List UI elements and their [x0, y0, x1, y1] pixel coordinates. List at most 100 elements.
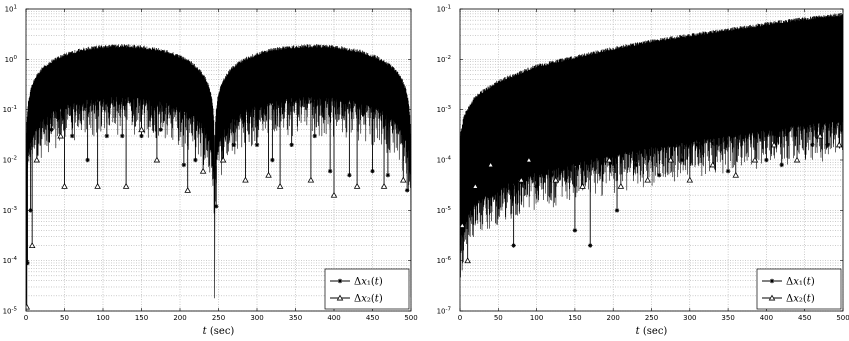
- series-2-marker: [122, 182, 130, 189]
- series-2-marker: [28, 242, 36, 248]
- y-tick-label: 10-4: [437, 156, 452, 165]
- series-1-marker: [461, 142, 467, 148]
- series-2-marker: [793, 156, 801, 163]
- series-2-marker: [138, 126, 145, 133]
- series-2-marker: [460, 222, 466, 228]
- x-tick-label: 450: [798, 314, 811, 322]
- series-1-marker: [70, 133, 75, 139]
- y-tick-label: 10-3: [3, 206, 18, 215]
- series-1-marker: [181, 162, 187, 168]
- series-1-marker: [120, 133, 125, 139]
- series-1-marker: [679, 157, 685, 163]
- legend-box: [324, 268, 410, 310]
- series-2-marker: [518, 176, 525, 183]
- series-2-marker: [472, 182, 479, 189]
- series-2-marker: [686, 176, 694, 183]
- series-1-marker: [614, 208, 620, 213]
- series-1-marker: [469, 184, 474, 189]
- series-1-marker: [549, 172, 555, 178]
- series-2-marker: [276, 182, 284, 189]
- y-tick-label: 10-2: [3, 156, 17, 165]
- series-1-marker: [404, 188, 410, 193]
- legend-marker-triangle: [768, 294, 776, 301]
- x-tick-label: 200: [173, 314, 186, 322]
- series-1-marker: [312, 133, 317, 139]
- series-2-marker: [644, 176, 651, 183]
- series-2-marker: [579, 182, 586, 189]
- series-1-marker: [825, 142, 830, 148]
- series-1-marker: [254, 142, 260, 148]
- right-chart: 0 50 100 150 200 250 300 350 400 450 500 10-7 10-6 10…: [437, 5, 849, 338]
- series-2-marker: [667, 156, 674, 163]
- series-1-marker: [656, 172, 662, 178]
- series-2-marker: [617, 182, 625, 189]
- y-tick-label: 10-3: [437, 105, 452, 114]
- series-1-marker: [49, 127, 54, 132]
- series-2-marker: [94, 182, 101, 189]
- series-1-marker: [26, 260, 30, 266]
- legend-marker-star: [769, 278, 775, 284]
- series-2-marker: [487, 161, 494, 168]
- series-1-marker: [158, 127, 163, 132]
- legend-marker-star: [337, 278, 343, 284]
- series-1-marker: [499, 157, 505, 163]
- x-tick-label: 350: [289, 314, 302, 322]
- legend-marker-triangle: [336, 294, 344, 301]
- series-1-marker: [85, 157, 90, 163]
- series-1-marker: [139, 133, 144, 139]
- series-2-marker: [606, 156, 613, 163]
- series-1-marker: [511, 243, 516, 248]
- series-2-marker: [199, 167, 207, 174]
- series-1-marker: [213, 204, 219, 209]
- x-tick-label: 500: [836, 314, 849, 322]
- series-2: [460, 124, 843, 264]
- series-1-marker: [231, 142, 237, 148]
- series-1-marker: [370, 168, 375, 174]
- series-1-marker: [480, 168, 486, 174]
- y-tick-label: 10-4: [3, 256, 18, 265]
- series-1-marker: [347, 172, 352, 178]
- legend: Δx₁(t) Δx₂(t): [756, 268, 842, 310]
- y-tick-label: 101: [5, 5, 17, 14]
- series-2-marker: [380, 182, 388, 189]
- x-tick-label: 0: [24, 314, 28, 322]
- x-tick-label: 250: [212, 314, 225, 322]
- series-2-marker: [242, 176, 249, 183]
- y-tick-label: 10-1: [3, 105, 17, 114]
- series-1: [461, 126, 830, 248]
- series-2-marker: [552, 176, 560, 183]
- series-1-marker: [104, 133, 110, 139]
- series-2-marker: [330, 191, 338, 198]
- series-2-marker: [26, 303, 31, 310]
- series-1-marker: [725, 168, 731, 174]
- x-tick-label: 150: [568, 314, 581, 322]
- y-tick-label: 10-7: [437, 307, 452, 316]
- legend-entry-2: Δx₂(t): [354, 294, 383, 305]
- x-tick-label: 300: [250, 314, 263, 322]
- series-layer: [460, 12, 843, 278]
- legend: Δx₁(t) Δx₂(t): [324, 268, 410, 310]
- series-layer: [26, 44, 411, 310]
- legend-entry-2: Δx₂(t): [786, 294, 815, 305]
- y-tick-label: 10-1: [437, 5, 451, 14]
- y-tick-label: 10-5: [3, 307, 18, 316]
- legend-entry-1: Δx₁(t): [786, 277, 815, 288]
- x-tick-label: 50: [60, 314, 69, 322]
- x-tick-label: 0: [458, 314, 462, 322]
- series-1-marker: [534, 184, 539, 189]
- x-axis-label: t (sec): [203, 326, 235, 337]
- series-1-marker: [764, 157, 769, 163]
- series-1-marker: [28, 208, 33, 213]
- series-2-marker: [816, 132, 824, 139]
- x-tick-label: 300: [683, 314, 696, 322]
- series-2-marker: [770, 141, 778, 148]
- series-2-marker: [153, 156, 161, 163]
- series-2: [26, 100, 407, 310]
- legend-box: [756, 268, 842, 310]
- series-2-marker: [33, 156, 41, 163]
- series-oscillation: [26, 44, 411, 300]
- x-tick-label: 400: [760, 314, 773, 322]
- series-1-marker: [779, 162, 784, 168]
- series-2-marker: [751, 156, 759, 163]
